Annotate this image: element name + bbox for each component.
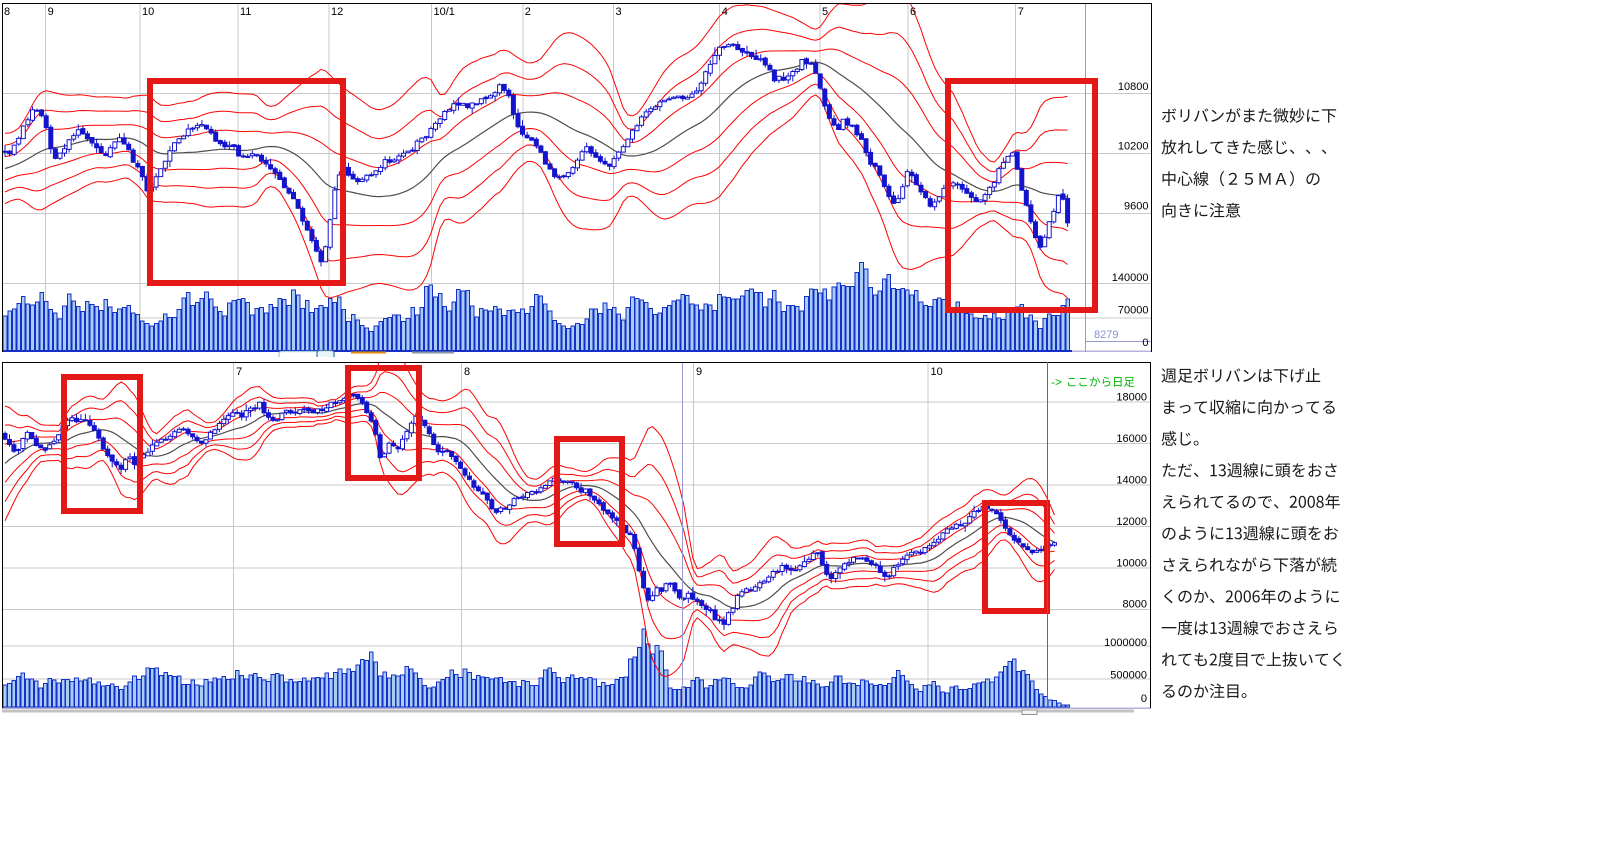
svg-text:12: 12: [331, 6, 343, 18]
svg-text:10: 10: [142, 6, 154, 18]
svg-text:3: 3: [616, 6, 622, 18]
svg-text:0: 0: [1142, 337, 1148, 349]
svg-text:9600: 9600: [1124, 201, 1148, 213]
svg-text:10/1: 10/1: [434, 6, 455, 18]
svg-text:8279: 8279: [1094, 329, 1118, 341]
svg-text:5: 5: [822, 6, 828, 18]
svg-text:8: 8: [4, 6, 10, 18]
svg-text:7: 7: [1018, 6, 1024, 18]
svg-text:8: 8: [464, 366, 470, 378]
svg-text:140000: 140000: [1112, 272, 1149, 284]
svg-text:->: ->: [1051, 375, 1062, 389]
svg-text:10000: 10000: [1116, 558, 1147, 570]
svg-text:1000000: 1000000: [1104, 637, 1147, 649]
svg-text:7: 7: [236, 366, 242, 378]
svg-text:18000: 18000: [1116, 392, 1147, 404]
svg-text:16000: 16000: [1116, 433, 1147, 445]
svg-text:9: 9: [696, 366, 702, 378]
svg-text:500000: 500000: [1110, 670, 1147, 682]
svg-text:0: 0: [1141, 693, 1147, 705]
svg-text:10200: 10200: [1118, 141, 1149, 153]
svg-text:4: 4: [722, 6, 728, 18]
svg-text:6: 6: [910, 6, 916, 18]
svg-text:14000: 14000: [1116, 475, 1147, 487]
svg-text:8000: 8000: [1123, 599, 1147, 611]
svg-text:70000: 70000: [1118, 305, 1149, 317]
svg-text:9: 9: [48, 6, 54, 18]
svg-text:10: 10: [931, 366, 943, 378]
svg-text:12000: 12000: [1116, 516, 1147, 528]
svg-text:2: 2: [525, 6, 531, 18]
svg-text:10800: 10800: [1118, 81, 1149, 93]
svg-text:11: 11: [240, 6, 251, 18]
